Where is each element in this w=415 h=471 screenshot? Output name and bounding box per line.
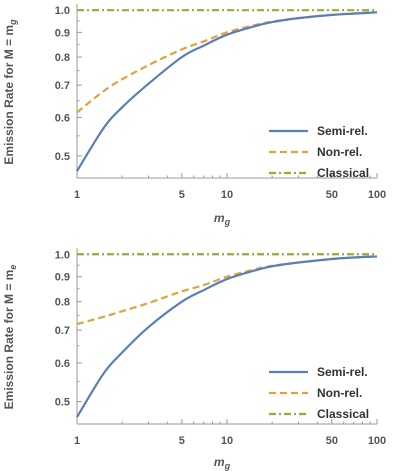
series-line-semi-rel [76,11,378,172]
y-tick-label: 0.9 [55,27,70,39]
x-axis-label: mg [214,455,231,471]
y-axis-label-subscript: e [8,265,18,270]
x-tick-label: 50 [326,189,338,201]
y-tick-label: 0.8 [55,297,70,309]
y-axis-label-main: Emission Rate for M = m [2,25,16,165]
legend-label: Semi-rel. [317,124,368,138]
x-axis-label-subscript: g [224,217,231,227]
x-tick-label: 5 [179,189,185,201]
y-axis-label: Emission Rate for M = me [2,265,18,410]
legend: Semi-rel. Non-rel. Classical [269,365,369,421]
y-tick-label: 0.7 [55,325,70,337]
series-line-non-rel [76,11,378,114]
x-tick-label: 100 [368,189,386,201]
y-tick-label: 0.8 [55,52,70,64]
legend-label: Non-rel. [317,145,362,159]
x-tick-label: 1 [74,189,80,201]
legend-label: Non-rel. [317,386,362,400]
x-tick-label: 1 [74,435,80,447]
legend-label: Semi-rel. [317,365,368,379]
y-tick-label: 0.6 [55,358,70,370]
series-line-semi-rel [76,255,378,418]
y-tick-label: 0.7 [55,80,70,92]
y-axis-label-subscript: g [8,19,18,26]
legend-label: Classical [317,166,369,180]
x-axis-label-subscript: g [224,461,231,471]
chart-panel-2: 1 5 10 50 100 0.5 0.6 0.7 0.8 0.9 1.0 mg Emission Ra… [2,248,386,471]
y-tick-label: 1.0 [55,5,70,17]
y-tick-label: 0.9 [55,272,70,284]
x-tick-label: 10 [221,435,233,447]
y-axis-label-main: Emission Rate for M = m [2,270,16,410]
y-tick-label: 0.5 [55,151,70,163]
x-tick-label: 10 [221,189,233,201]
legend-label: Classical [317,407,369,421]
x-axis-label-main: m [214,211,225,225]
x-axis-label-main: m [214,455,225,469]
series-line-non-rel [76,255,378,326]
y-tick-label: 0.6 [55,113,70,125]
x-tick-label: 5 [179,435,185,447]
y-tick-label: 0.5 [55,397,70,409]
x-tick-label: 50 [326,435,338,447]
y-axis-label: Emission Rate for M = mg [2,19,18,165]
legend: Semi-rel. Non-rel. Classical [269,124,369,180]
y-tick-label: 1.0 [55,249,70,261]
x-tick-label: 100 [368,435,386,447]
x-axis-label: mg [214,211,231,227]
